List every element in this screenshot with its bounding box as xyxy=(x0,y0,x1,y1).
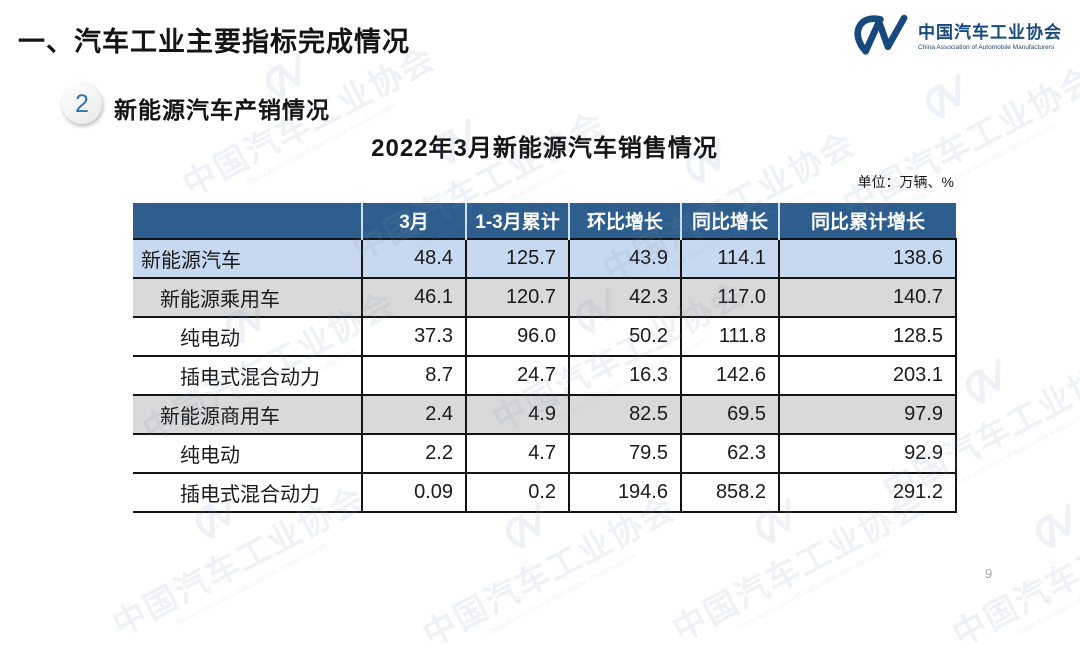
data-cell: 2.4 xyxy=(361,394,467,435)
table-row: 纯电动 2.2 4.7 79.5 62.3 92.9 xyxy=(133,433,957,474)
data-cell: 291.2 xyxy=(778,472,957,513)
data-cell: 97.9 xyxy=(778,394,957,435)
data-cell: 82.5 xyxy=(568,394,682,435)
data-cell: 858.2 xyxy=(680,472,780,513)
watermark-text: 中国汽车工业协会 xyxy=(946,489,1080,654)
data-cell: 142.6 xyxy=(680,355,780,396)
data-cell: 62.3 xyxy=(680,433,780,474)
data-cell: 46.1 xyxy=(361,277,467,318)
data-cell: 50.2 xyxy=(568,316,682,357)
column-header xyxy=(133,203,363,239)
nev-sales-table-wrap: 3月 1-3月累计 环比增长 同比增长 同比累计增长 新能源汽车 48.4 125.7 43.… xyxy=(133,203,957,513)
row-label: 纯电动 xyxy=(133,433,363,474)
data-cell: 125.7 xyxy=(465,238,570,279)
data-cell: 0.2 xyxy=(465,472,570,513)
data-cell: 0.09 xyxy=(361,472,467,513)
table-row: 插电式混合动力 8.7 24.7 16.3 142.6 203.1 xyxy=(133,355,957,396)
column-header: 1-3月累计 xyxy=(466,203,570,239)
data-cell: 138.6 xyxy=(778,238,957,279)
caam-logo-icon: ww.w3.org/2000/svg"> xyxy=(848,12,910,63)
data-cell: 203.1 xyxy=(778,355,957,396)
table-row: 新能源乘用车 46.1 120.7 42.3 117.0 140.7 xyxy=(133,277,957,318)
column-header: 环比增长 xyxy=(569,203,682,239)
row-label: 新能源商用车 xyxy=(133,394,363,435)
row-label: 新能源汽车 xyxy=(133,238,363,279)
watermark-subtext: China Association of Automobile Manufact… xyxy=(484,550,638,638)
row-label: 插电式混合动力 xyxy=(133,355,363,396)
data-cell: 48.4 xyxy=(361,238,467,279)
watermark-subtext: China Association of Automobile Manufact… xyxy=(944,405,1080,493)
row-label: 纯电动 xyxy=(133,316,363,357)
data-cell: 140.7 xyxy=(778,277,957,318)
data-cell: 8.7 xyxy=(361,355,467,396)
table-row: 新能源汽车 48.4 125.7 43.9 114.1 138.6 xyxy=(133,238,957,279)
data-cell: 92.9 xyxy=(778,433,957,474)
data-cell: 4.9 xyxy=(465,394,570,435)
column-header: 同比累计增长 xyxy=(779,203,956,239)
watermark-subtext: China Association of Automobile Manufact… xyxy=(734,545,888,633)
table-row: 纯电动 37.3 96.0 50.2 111.8 128.5 xyxy=(133,316,957,357)
watermark-subtext: China Association of Automobile Manufact… xyxy=(1014,551,1080,638)
data-cell: 16.3 xyxy=(568,355,682,396)
data-cell: 120.7 xyxy=(465,277,570,318)
data-cell: 24.7 xyxy=(465,355,570,396)
data-cell: 4.7 xyxy=(465,433,570,474)
table-header-row: 3月 1-3月累计 环比增长 同比增长 同比累计增长 xyxy=(133,203,956,239)
section-title: 新能源汽车产销情况 xyxy=(114,97,330,123)
data-cell: 128.5 xyxy=(778,316,957,357)
data-cell: 111.8 xyxy=(680,316,780,357)
data-cell: 114.1 xyxy=(680,238,780,279)
page-number: 9 xyxy=(985,566,993,581)
table-row: 新能源商用车 2.4 4.9 82.5 69.5 97.9 xyxy=(133,394,957,435)
data-cell: 194.6 xyxy=(568,472,682,513)
watermark-subtext: China Association of Automobile Manufact… xyxy=(174,540,328,628)
nev-sales-table: 3月 1-3月累计 环比增长 同比增长 同比累计增长 新能源汽车 48.4 125.7 43.… xyxy=(133,203,957,513)
caam-logo: ww.w3.org/2000/svg"> 中国汽车工业协会 China Asso… xyxy=(848,12,1062,63)
unit-label: 单位：万辆、% xyxy=(857,174,954,190)
data-cell: 79.5 xyxy=(568,433,682,474)
data-cell: 2.2 xyxy=(361,433,467,474)
row-label: 新能源乘用车 xyxy=(133,277,363,318)
data-cell: 96.0 xyxy=(465,316,570,357)
data-cell: 117.0 xyxy=(680,277,780,318)
section-number-badge: 2 xyxy=(62,84,102,124)
table-title: 2022年3月新能源汽车销售情况 xyxy=(371,135,718,162)
data-cell: 69.5 xyxy=(680,394,780,435)
table-row: 插电式混合动力 0.09 0.2 194.6 858.2 291.2 xyxy=(133,472,957,513)
column-header: 3月 xyxy=(362,203,467,239)
data-cell: 43.9 xyxy=(568,238,682,279)
row-label: 插电式混合动力 xyxy=(133,472,363,513)
caam-logo-name: 中国汽车工业协会 xyxy=(918,22,1062,42)
data-cell: 37.3 xyxy=(361,316,467,357)
column-header: 同比增长 xyxy=(681,203,780,239)
caam-logo-subtitle: China Association of Automobile Manufact… xyxy=(918,44,1055,52)
slide-title: 一、汽车工业主要指标完成情况 xyxy=(18,27,410,57)
data-cell: 42.3 xyxy=(568,277,682,318)
